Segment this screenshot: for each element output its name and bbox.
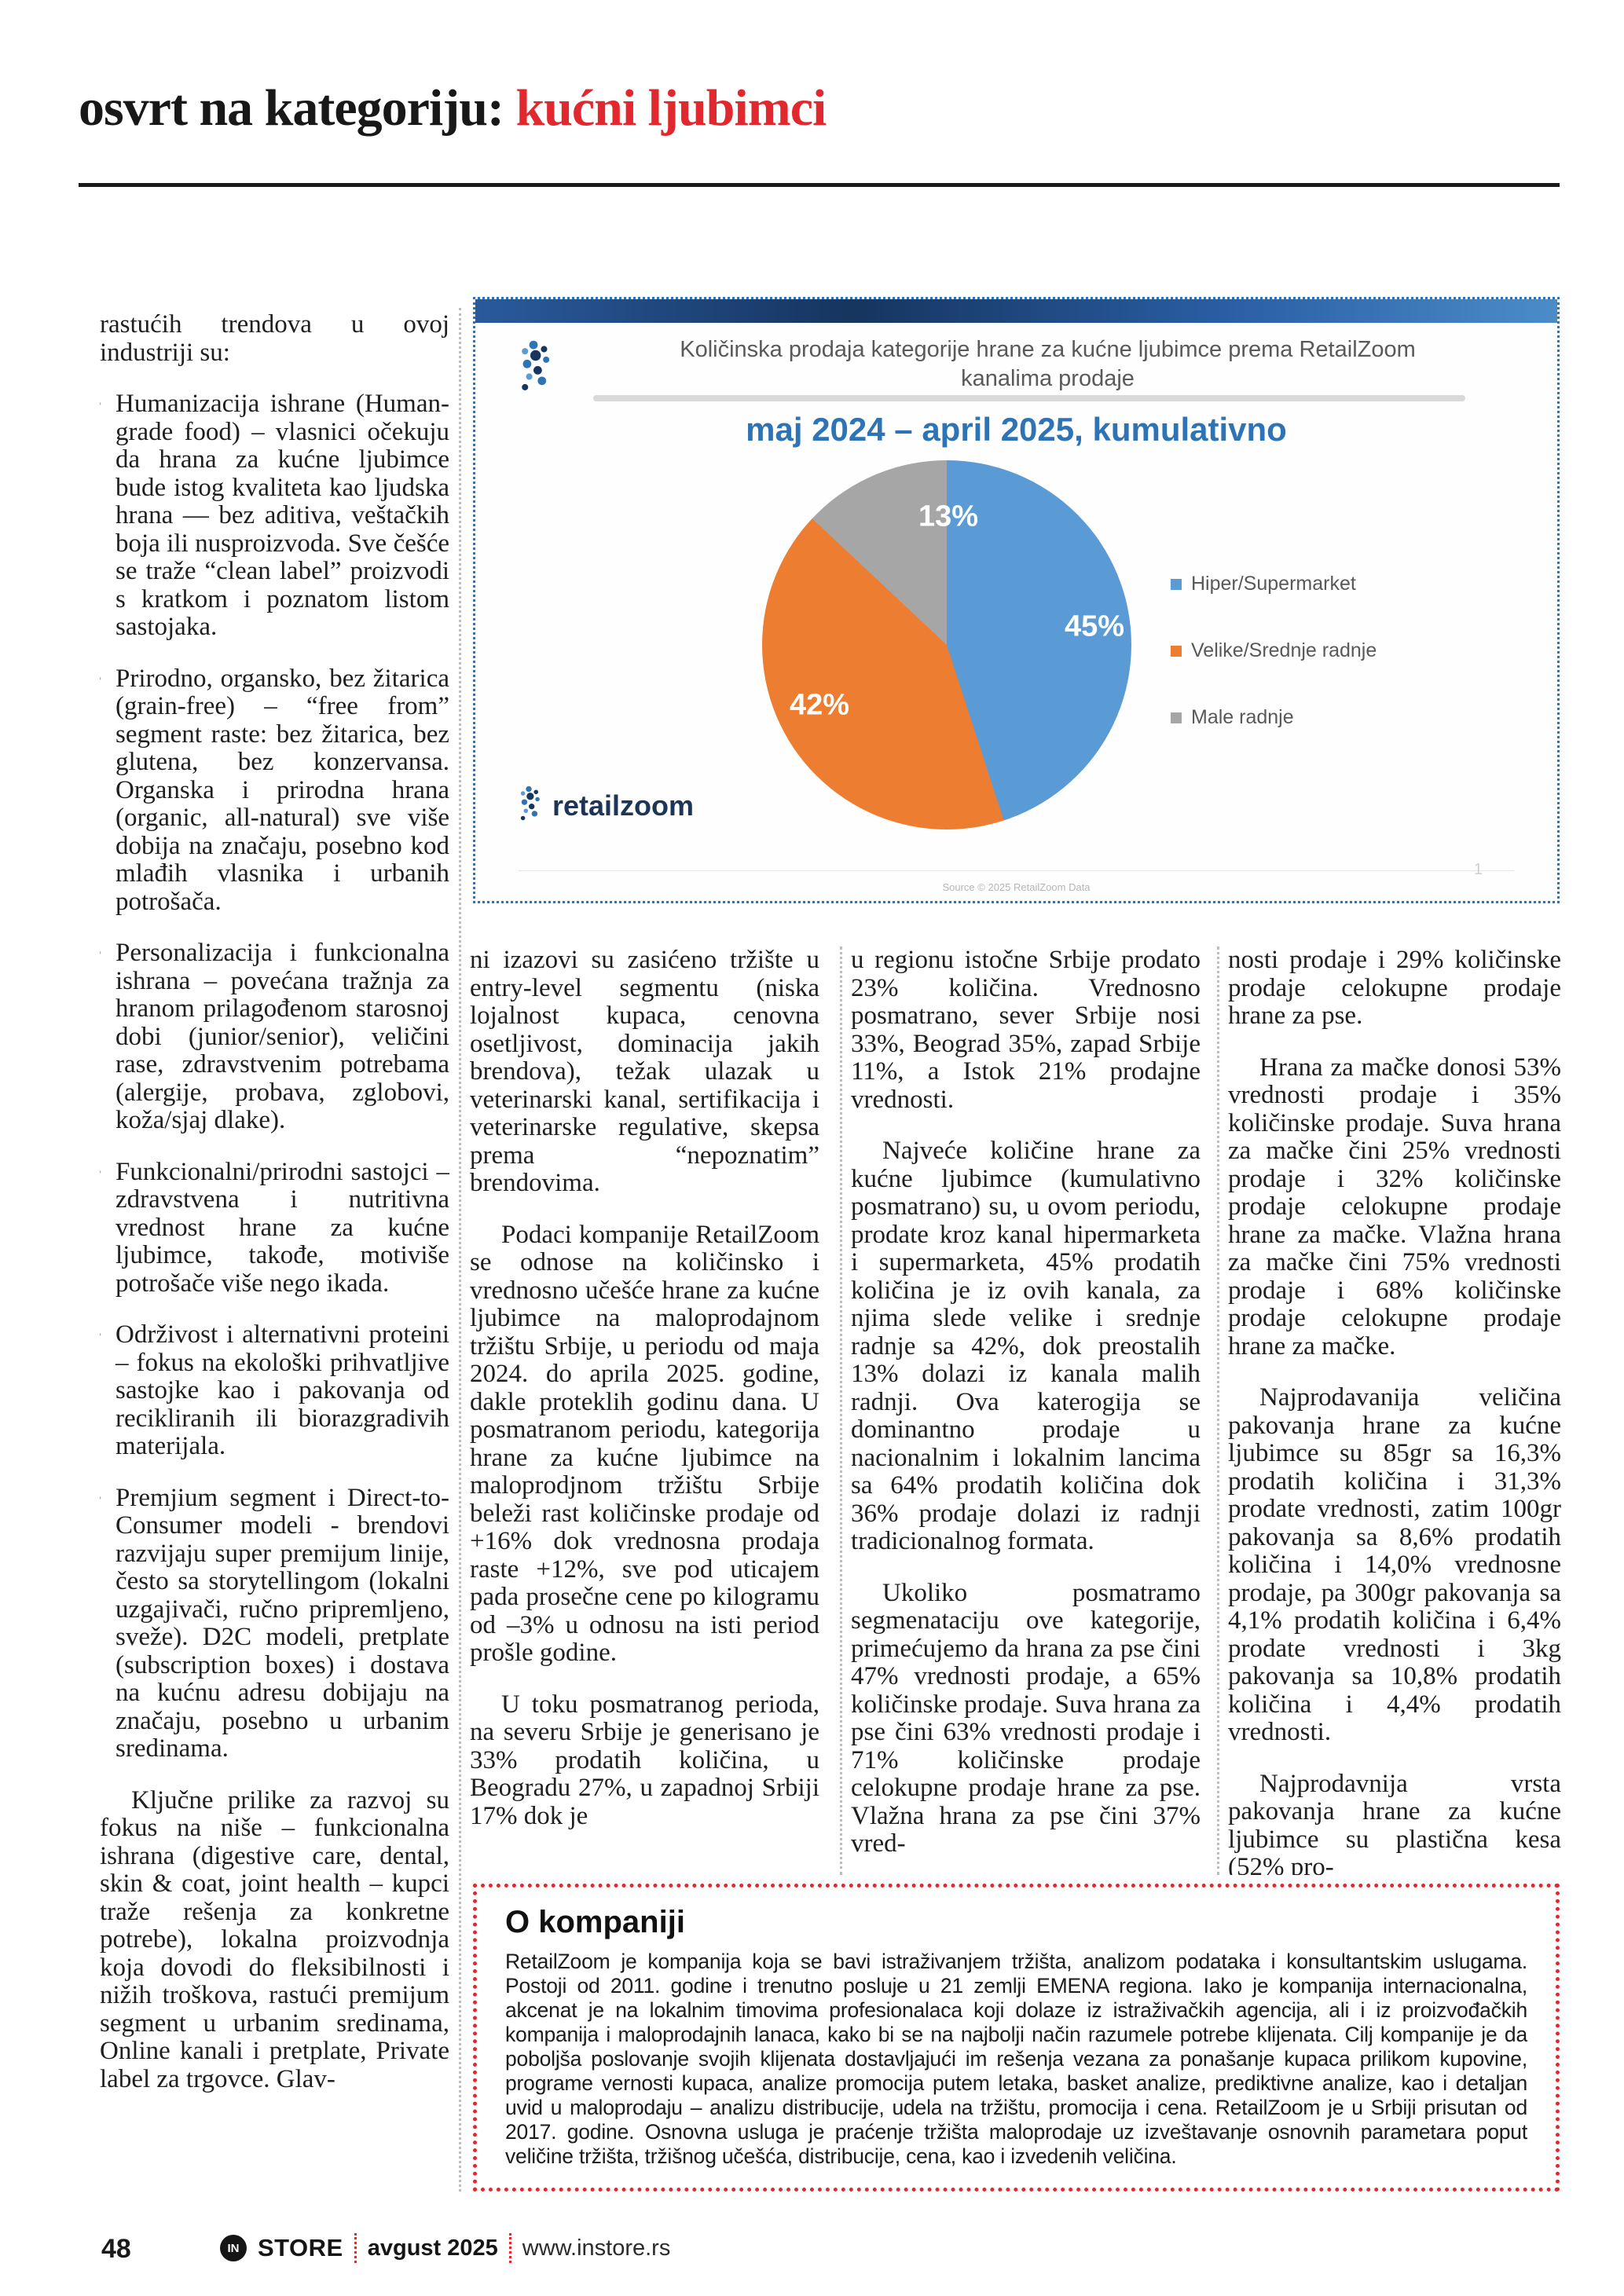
paragraph: Podaci kompanije RetailZoom se odnose na… [470, 1220, 819, 1667]
instore-circle-icon: IN [220, 2235, 247, 2261]
chart-legend: Hiper/Supermarket Velike/Srednje radnje … [1171, 573, 1377, 773]
footer-separator [508, 2233, 511, 2263]
retailzoom-logo: retailzoom [513, 785, 694, 826]
paragraph: ni izazovi su zasićeno tržište u entry-l… [470, 947, 819, 1197]
pie-slice-value-hiper: 45% [1064, 610, 1125, 643]
about-company-box: O kompaniji RetailZoom je kompanija koja… [473, 1884, 1560, 2192]
chart-top-bar [475, 299, 1557, 323]
list-item: • Održivost i alternativni proteini – fo… [100, 1320, 449, 1461]
footer-issue: avgust 2025 [367, 2235, 498, 2261]
list-item: • Funkcionalni/prirodni sastojci – zdrav… [100, 1157, 449, 1298]
chart-footer-rule [519, 870, 1514, 871]
paragraph: U toku posmatranog perioda, na severu Sr… [470, 1690, 819, 1830]
chart-title-line2: kanalima prodaje [961, 366, 1135, 391]
legend-swatch-icon [1171, 578, 1182, 590]
bullet-icon: • [100, 939, 115, 1135]
column-separator [840, 947, 842, 1875]
list-item: • Humanizacija ishrane (Human-grade food… [100, 390, 449, 642]
col1-intro: rastućih trendova u ovoj industriji su: [100, 311, 449, 367]
footer-brand: STORE [258, 2234, 343, 2261]
chart-title-line1: Količinska prodaja kategorije hrane za k… [680, 337, 1416, 362]
paragraph: u regionu istočne Srbije prodato 23% kol… [851, 947, 1201, 1114]
bullet-icon: • [100, 665, 115, 917]
chart-title-divider [593, 395, 1465, 401]
legend-label: Male radnje [1191, 706, 1294, 728]
footer-website-link[interactable]: www.instore.rs [522, 2235, 671, 2261]
pie-slice-value-male: 13% [918, 500, 979, 533]
page-title-highlight: kućni ljubimci [515, 79, 827, 137]
list-item: • Premjium segment i Direct-to-Consumer … [100, 1483, 449, 1763]
legend-swatch-icon [1171, 712, 1182, 723]
retailzoom-dots-icon [511, 339, 556, 397]
retailzoom-logo-text: retailzoom [552, 789, 695, 822]
footer: IN STORE avgust 2025 www.instore.rs [220, 2231, 670, 2265]
chart-subtitle: maj 2024 – april 2025, kumulativno [746, 411, 1287, 448]
header-rule [79, 183, 1560, 187]
bullet-text: Održivost i alternativni proteini – foku… [115, 1320, 449, 1460]
page-title-prefix: osvrt na kategoriju: [79, 79, 516, 137]
pie-chart [762, 460, 1131, 829]
column-separator [1217, 947, 1219, 1875]
legend-label: Velike/Srednje radnje [1191, 639, 1377, 661]
retailzoom-dots-icon [513, 785, 544, 826]
paragraph: Najveće količine hrane za kućne ljubimce… [851, 1137, 1201, 1555]
paragraph: Najprodavnija vrsta pakovanja hrane za k… [1228, 1769, 1561, 1875]
list-item: • Prirodno, organsko, bez žitarica (grai… [100, 665, 449, 917]
about-body: RetailZoom je kompanija koja se bavi ist… [505, 1950, 1527, 2168]
chart-title: Količinska prodaja kategorije hrane za k… [570, 335, 1526, 394]
legend-item: Hiper/Supermarket [1171, 573, 1377, 595]
paragraph: Ukoliko posmatramo segmenataciju ove kat… [851, 1578, 1201, 1858]
column-separator [459, 308, 461, 2192]
bullet-text: Premjium segment i Direct-to-Consumer mo… [115, 1483, 449, 1763]
page-number: 48 [101, 2234, 131, 2264]
paragraph: Hrana za mačke donosi 53% vrednosti prod… [1228, 1053, 1561, 1360]
text-column-1: rastućih trendova u ovoj industriji su: … [100, 311, 449, 2196]
text-column-2: ni izazovi su zasićeno tržište u entry-l… [470, 947, 819, 1875]
footer-separator [354, 2233, 357, 2263]
bullet-text: Funkcionalni/prirodni sastojci – zdravst… [115, 1157, 449, 1298]
legend-swatch-icon [1171, 645, 1182, 657]
bullet-text: Personalizacija i funkcionalna ishrana –… [115, 939, 449, 1134]
paragraph: nosti prodaje i 29% količinske prodaje c… [1228, 947, 1561, 1030]
legend-item: Velike/Srednje radnje [1171, 639, 1377, 662]
text-column-3: u regionu istočne Srbije prodato 23% kol… [851, 947, 1201, 1875]
pie-slice-value-velike: 42% [789, 688, 850, 722]
chart-source-note: Source © 2025 RetailZoom Data [942, 881, 1091, 893]
bullet-icon: • [100, 390, 115, 642]
list-item: • Personalizacija i funkcionalna ishrana… [100, 939, 449, 1135]
chart-page-indicator: 1 [1473, 861, 1483, 878]
bullet-icon: • [100, 1321, 115, 1461]
retailzoom-chart-panel: Količinska prodaja kategorije hrane za k… [473, 297, 1560, 903]
paragraph: Ključne prilike za razvoj su fokus na ni… [100, 1785, 449, 2093]
about-heading: O kompaniji [505, 1905, 685, 1939]
bullet-text: Prirodno, organsko, bez žitarica (grain-… [115, 664, 449, 916]
text-column-4: nosti prodaje i 29% količinske prodaje c… [1228, 947, 1561, 1875]
bullet-text: Humanizacija ishrane (Human-grade food) … [115, 390, 449, 641]
bullet-icon: • [100, 1158, 115, 1298]
legend-item: Male radnje [1171, 706, 1377, 729]
bullet-icon: • [100, 1484, 115, 1763]
legend-label: Hiper/Supermarket [1191, 573, 1356, 595]
paragraph: Najprodavanija veličina pakovanja hrane … [1228, 1383, 1561, 1746]
page-title: osvrt na kategoriju: kućni ljubimci [79, 79, 1564, 138]
